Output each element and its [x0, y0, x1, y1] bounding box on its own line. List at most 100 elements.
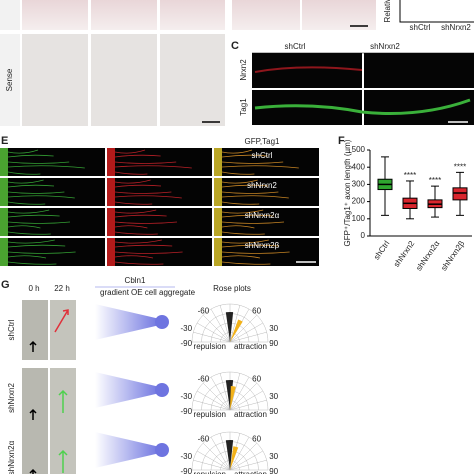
axon: [221, 171, 255, 175]
axon: [114, 149, 146, 154]
arrow: [29, 468, 37, 474]
arrow: [54, 309, 69, 333]
category-label: shNrxn2: [441, 23, 471, 32]
rose-tick-label: -60: [198, 375, 210, 384]
rose-legend: repulsion: [194, 342, 226, 351]
image-tile: [364, 90, 474, 125]
significance: ****: [429, 176, 441, 185]
axon: [114, 225, 148, 229]
label-box: [0, 0, 20, 30]
rose-legend: attraction: [234, 410, 267, 419]
axon: [7, 149, 39, 154]
rose-tick-label: 60: [252, 307, 261, 316]
y-tick-label: 0: [361, 231, 366, 240]
axon: [221, 154, 268, 158]
axon: [7, 251, 76, 254]
axon: [7, 239, 55, 244]
rose-grid: [229, 373, 241, 411]
x-tick-label: shNrxn2β: [439, 239, 466, 273]
rose-tick-label: -30: [181, 452, 193, 461]
gradient-cone: [95, 432, 160, 468]
row-label: Nrxn2: [239, 59, 248, 81]
image-tile: [107, 148, 212, 176]
rose-grid: [210, 308, 231, 343]
explant: [214, 178, 222, 206]
image-tile: [22, 428, 48, 474]
gradient-cone: [95, 304, 160, 340]
cell-aggregate: [155, 383, 169, 397]
label-box: [236, 53, 250, 88]
axon: [221, 149, 253, 154]
arrow: [58, 449, 68, 473]
rose-grid: [229, 331, 267, 343]
arrow: [58, 389, 68, 413]
axon: [221, 244, 280, 248]
axon: [114, 184, 162, 188]
row-label: shCtrl: [252, 151, 273, 160]
axon: [7, 244, 66, 248]
label-box: [0, 34, 20, 126]
axon: [114, 251, 183, 254]
arrow: [29, 408, 37, 420]
rose-grid: [193, 331, 231, 343]
axon: [7, 214, 60, 218]
axon: [114, 179, 151, 184]
cue-label: gradient: [100, 288, 130, 297]
axis-label: GFP⁺/Tag1⁺ axon length (µm): [343, 139, 352, 246]
time-label: 22 h: [54, 284, 70, 293]
row-label: shNrxn2: [247, 181, 277, 190]
axon: [114, 201, 153, 205]
axon: [7, 171, 41, 175]
rose-grid: [229, 436, 250, 471]
arrow: [29, 340, 37, 352]
axon: [114, 161, 177, 164]
rose-grid: [202, 314, 231, 343]
time-label: 0 h: [28, 284, 39, 293]
rose-tick-label: 30: [269, 392, 278, 401]
rose-grid: [193, 399, 231, 411]
cell-aggregate: [155, 443, 169, 457]
rose-grid: [229, 382, 258, 411]
rose-tick-label: -90: [181, 467, 193, 474]
row-label: Tag1: [239, 98, 248, 116]
image-tile: [107, 178, 212, 206]
image-tile: [160, 0, 225, 30]
axon: [114, 261, 164, 265]
rose-wedge: [230, 319, 243, 342]
rose-grid: [202, 382, 231, 411]
rose-grid: [196, 390, 231, 411]
rose-grid: [219, 433, 231, 471]
panel-label: F: [338, 135, 345, 147]
axon: [221, 214, 274, 218]
rose-legend: attraction: [234, 470, 267, 474]
explant: [0, 238, 8, 266]
axon: [114, 244, 173, 248]
image-tile: [0, 208, 105, 236]
rose-grid: [229, 376, 250, 411]
axon: [114, 191, 172, 194]
axon: [221, 184, 269, 188]
row-label: shNrxn2β: [245, 241, 280, 250]
image-tile: [160, 34, 225, 126]
y-tick-label: 100: [352, 214, 366, 223]
row-label: Sense: [5, 68, 14, 91]
cell-aggregate: [155, 315, 169, 329]
label-box: [236, 90, 250, 125]
rose-grid: [202, 442, 231, 471]
cue-label: OE cell aggregate: [131, 288, 196, 297]
image-tile: [22, 0, 88, 30]
rose-grid: [196, 322, 231, 343]
axon: [7, 191, 65, 194]
axon: [114, 209, 157, 214]
rose-grid: [229, 399, 267, 411]
axon: [7, 221, 71, 224]
rose-tick-label: -90: [181, 407, 193, 416]
axon: [221, 225, 255, 229]
explant: [214, 238, 222, 266]
significance: ****: [404, 171, 416, 180]
rose-wedge: [230, 446, 239, 470]
axon: [221, 179, 258, 184]
x-tick-label: shNrxn2: [392, 239, 417, 269]
column-header: shNrxn2: [370, 42, 400, 51]
